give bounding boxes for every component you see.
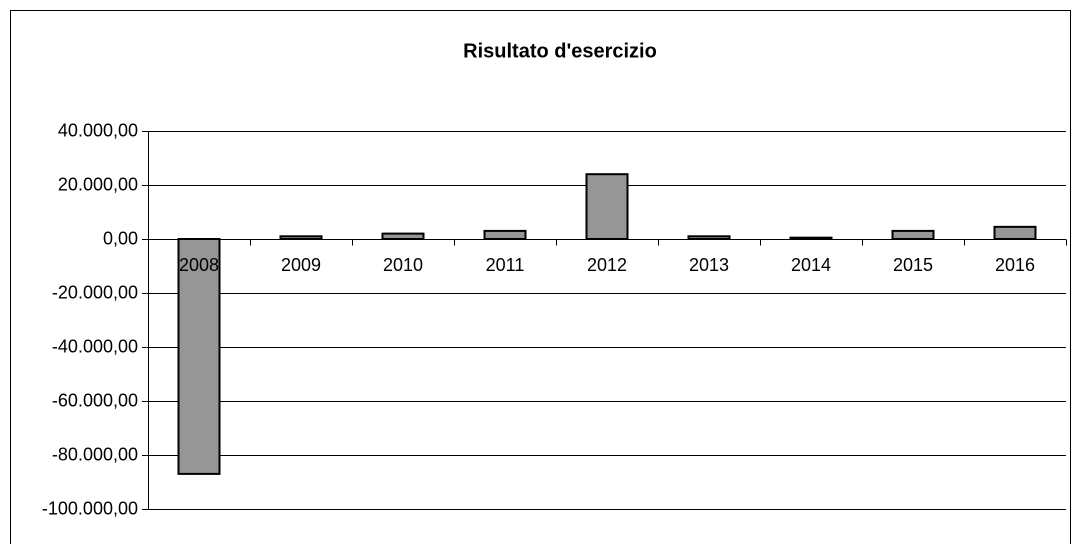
x-tick-label: 2012 [587,255,627,275]
bar [687,235,731,241]
x-tick-label: 2013 [689,255,729,275]
y-tick-label: -40.000,00 [52,336,138,356]
x-tick-label: 2008 [179,255,219,275]
bar [483,229,527,240]
x-tick-label: 2011 [486,255,525,275]
bar [993,225,1037,241]
y-tick-label: -60.000,00 [52,390,138,410]
bar [789,236,833,240]
chart-frame [10,10,1071,544]
y-tick-label: -20.000,00 [52,282,138,302]
bar [279,235,323,241]
y-tick-label: -100.000,00 [42,498,138,518]
bar [177,238,221,475]
y-tick-label: 0,00 [103,228,138,248]
x-tick-label: 2010 [383,255,423,275]
x-tick-label: 2014 [791,255,831,275]
bar [381,232,425,241]
bar [585,173,629,240]
x-tick-label: 2016 [995,255,1035,275]
y-tick-label: 20.000,00 [58,174,138,194]
y-tick-label: 40.000,00 [58,120,138,140]
y-tick-label: -80.000,00 [52,444,138,464]
chart-title: Risultato d'esercizio [463,40,657,62]
x-tick-label: 2015 [893,255,933,275]
x-tick-label: 2009 [281,255,321,275]
bar [891,229,935,240]
